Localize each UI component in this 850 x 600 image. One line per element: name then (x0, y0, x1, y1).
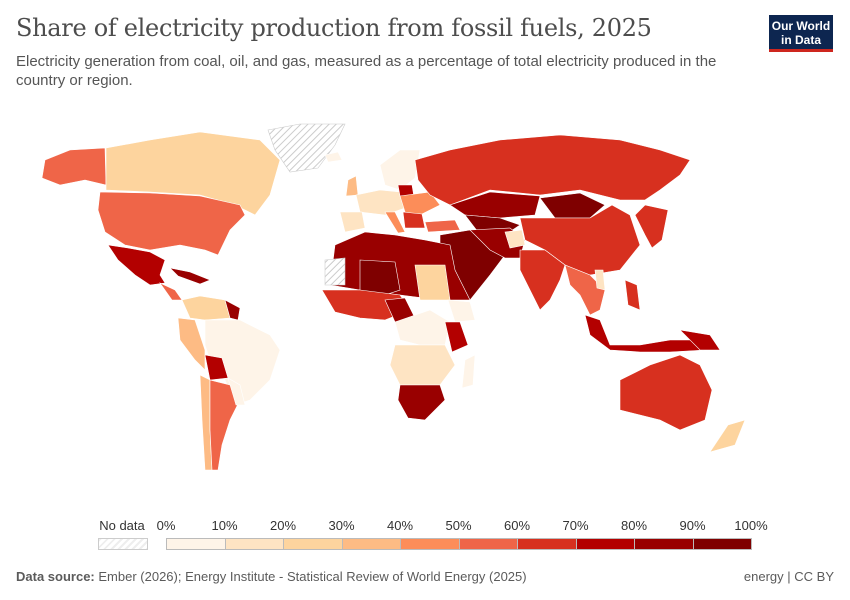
legend-tick-label: 30% (328, 518, 355, 533)
region-russia[interactable] (414, 134, 691, 206)
region-laos[interactable] (594, 269, 606, 291)
legend-bin[interactable] (341, 538, 401, 550)
legend-tick-label: 50% (445, 518, 472, 533)
legend-tick-label: 60% (503, 518, 531, 533)
legend-tick-label: 70% (562, 518, 589, 533)
no-data-label: No data (99, 518, 145, 533)
region-ethiopia[interactable] (447, 299, 476, 323)
logo-text: Our World (771, 19, 831, 33)
chart-subtitle: Electricity generation from coal, oil, a… (16, 53, 717, 89)
region-east-africa[interactable] (444, 321, 469, 353)
region-central-america[interactable] (159, 282, 183, 301)
legend-tick-label: 100% (734, 518, 768, 533)
region-peru-ecuador[interactable] (177, 317, 206, 371)
region-greenland[interactable] (267, 123, 346, 173)
chart-title: Share of electricity production from fos… (16, 14, 652, 42)
legend-tick-label: 20% (269, 518, 297, 533)
legend-bin[interactable] (634, 538, 694, 550)
legend-bin[interactable] (517, 538, 577, 550)
legend-bin[interactable] (400, 538, 460, 550)
region-western-sahara[interactable] (324, 257, 346, 286)
region-papua[interactable] (679, 329, 721, 351)
legend-tick-label: 0% (156, 518, 176, 533)
region-canada[interactable] (105, 131, 281, 216)
region-australia[interactable] (619, 354, 713, 431)
region-turkey[interactable] (424, 219, 461, 233)
legend-tick-label: 80% (620, 518, 648, 533)
legend-tick-label: 40% (386, 518, 414, 533)
world-map[interactable] (0, 115, 850, 510)
data-source: Data source: Ember (2026); Energy Instit… (16, 569, 527, 584)
region-mongolia[interactable] (539, 192, 606, 219)
region-india[interactable] (519, 249, 566, 311)
legend-tick-label: 90% (679, 518, 706, 533)
region-south-africa[interactable] (397, 384, 446, 421)
region-china[interactable] (519, 204, 641, 276)
region-brazil[interactable] (204, 319, 281, 406)
region-alaska[interactable] (41, 147, 107, 186)
region-philippines[interactable] (624, 279, 641, 311)
legend-bin[interactable] (692, 538, 752, 550)
legend-bin[interactable] (575, 538, 635, 550)
legend-bin[interactable] (458, 538, 518, 550)
legend-bin[interactable] (283, 538, 343, 550)
source-label: Data source: (16, 569, 95, 584)
region-eastern-europe[interactable] (399, 191, 441, 216)
region-new-zealand[interactable] (709, 419, 746, 453)
region-mexico[interactable] (107, 244, 166, 286)
region-japan-korea[interactable] (634, 204, 669, 249)
legend-tick-label: 10% (211, 518, 238, 533)
region-iceland[interactable] (324, 151, 343, 163)
region-colombia-venezuela[interactable] (181, 295, 231, 321)
region-paraguay-uruguay[interactable] (227, 377, 246, 406)
source-text[interactable]: Ember (2026); Energy Institute - Statist… (98, 569, 527, 584)
region-southern-africa[interactable] (389, 344, 456, 386)
legend-bin[interactable] (166, 538, 226, 550)
region-caribbean[interactable] (169, 267, 211, 285)
logo-text: in Data (780, 33, 821, 47)
region-usa[interactable] (97, 191, 246, 256)
region-sudan[interactable] (414, 264, 451, 301)
region-scandinavia[interactable] (379, 149, 421, 191)
color-legend: No data 0% 10% 20% 30% 40% 50% 60% 70% 80% 90% 100… (0, 518, 850, 558)
region-madagascar[interactable] (461, 354, 476, 389)
region-iberia[interactable] (339, 211, 366, 233)
region-mainland-se-asia[interactable] (564, 264, 606, 316)
legend-bin[interactable] (224, 538, 284, 550)
region-uk[interactable] (345, 175, 359, 197)
region-balkans[interactable] (402, 211, 426, 229)
owid-logo[interactable]: Our World in Data (769, 15, 833, 52)
region-western-europe[interactable] (355, 189, 406, 216)
region-afghanistan[interactable] (504, 229, 526, 249)
license-text[interactable]: energy | CC BY (743, 569, 834, 584)
no-data-swatch[interactable] (98, 538, 148, 550)
region-italy[interactable] (384, 211, 406, 234)
